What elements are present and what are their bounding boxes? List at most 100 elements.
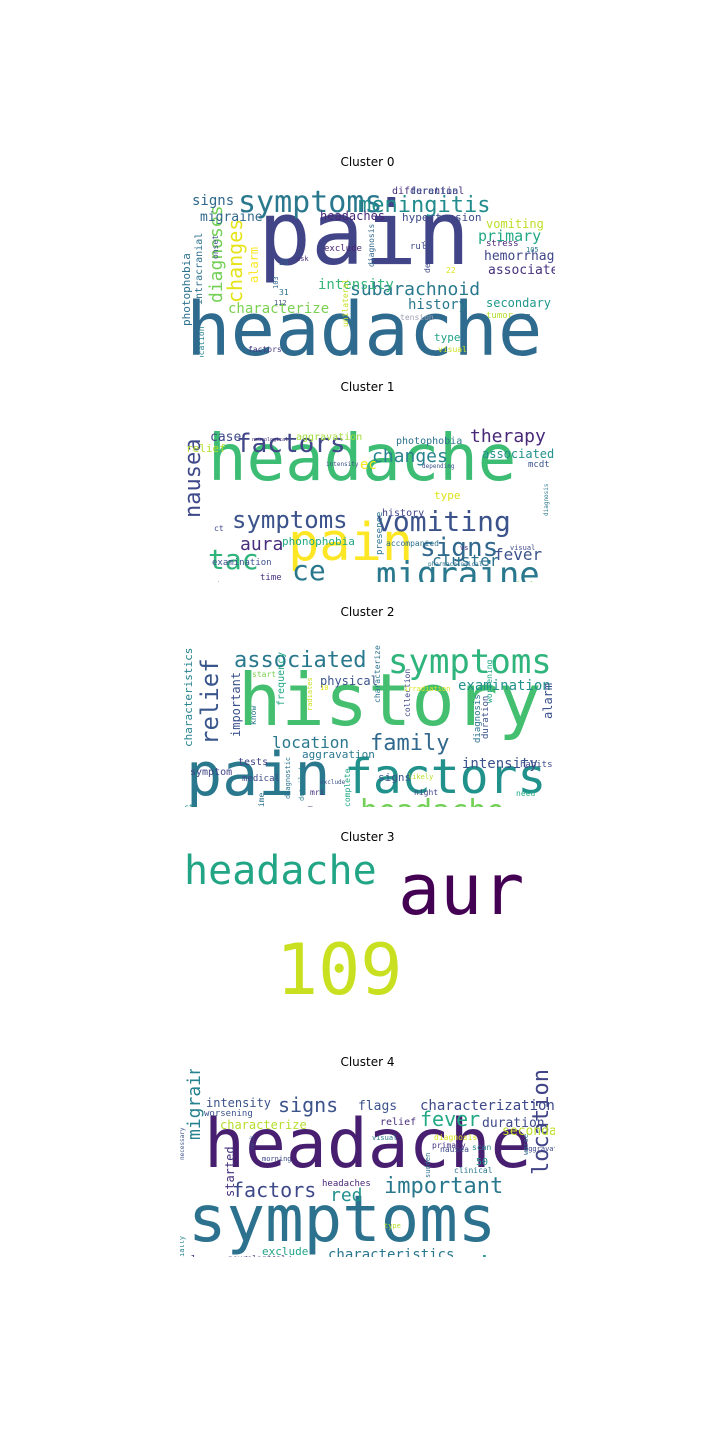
cloud-word: 103 [272, 276, 280, 289]
cloud-word: irradiation [244, 1256, 304, 1257]
cloud-word: vs [460, 544, 468, 552]
cloud-word: primary [432, 1141, 466, 1150]
cloud-word: start [252, 670, 276, 679]
cloud-word: subarachnoid [350, 279, 480, 300]
cloud-word: intracranial [194, 233, 205, 305]
cloud-word: 105 [526, 246, 539, 254]
cloud-word: exclude [262, 1245, 308, 1257]
cloud-word: stress [486, 239, 519, 249]
cloud-word: intensity [206, 1096, 271, 1110]
cloud-word: accompanied [386, 539, 439, 548]
cloud-word: diagnosis [473, 694, 483, 743]
cloud-word: detailed [298, 767, 306, 801]
cloud-word: pain [186, 740, 331, 807]
cloud-word: migraine [200, 210, 263, 225]
cloud-word: exclude [324, 244, 362, 254]
cloud-word: exclude [320, 779, 346, 786]
cloud-word: complete [343, 768, 352, 807]
cloud-word: tac [208, 543, 259, 576]
cloud-word: vomiting [486, 217, 544, 231]
cloud-word: examination [212, 558, 272, 568]
cloud-word: vomiting [376, 505, 511, 538]
cloud-word: family [370, 731, 449, 756]
cloud-word: history [238, 658, 541, 742]
cloud-word: red [330, 1185, 363, 1206]
cloud-word: headache [208, 422, 516, 496]
cloud-word: scan [472, 1143, 491, 1152]
cloud-word: factors [232, 1178, 316, 1202]
cloud-word: rule [410, 242, 432, 252]
cloud-word: morning [262, 1155, 292, 1163]
cloud-word: meningitis [358, 193, 490, 218]
cloud-word: diagnosis [543, 483, 550, 516]
cloud-word: location [197, 326, 206, 357]
cloud-word: signs [378, 771, 411, 784]
cloud-word: radiates [306, 677, 314, 711]
cloud-word: characterize [220, 1118, 307, 1132]
cloud-word: characterization [420, 1098, 555, 1114]
cloud-word: vision [508, 579, 548, 582]
cloud-word: symptoms [388, 642, 552, 682]
cloud-word: type [434, 489, 461, 502]
cloud-word: worsening [204, 1109, 253, 1119]
cloud-word: worse [522, 1134, 530, 1155]
cloud-word: habits [520, 760, 553, 770]
cloud-word: case [210, 430, 241, 445]
cloud-word: headache [360, 794, 505, 807]
cloud-word: pharmacological [428, 561, 483, 568]
cloud-word: time [260, 573, 282, 582]
cloud-word: started [223, 1146, 237, 1197]
cloud-word: changes [223, 219, 247, 303]
cloud-word: visual [372, 1134, 397, 1142]
cloud-word: know [249, 706, 258, 725]
cloud-word: symptoms [238, 185, 383, 220]
cloud-word: worsening [485, 659, 494, 703]
cloud-word: factors [344, 749, 546, 805]
wordcloud-panel-4: Cluster 4 headachesymptomspain important l… [180, 1055, 555, 1257]
cloud-word: duration [481, 696, 491, 739]
cloud-word: fever [494, 545, 543, 564]
cloud-word: clinical [454, 1166, 493, 1175]
cloud-word: primary [478, 227, 541, 245]
cloud-word: signs [278, 1093, 338, 1117]
cloud-word: changes [372, 446, 448, 467]
cloud-word: secondary [486, 296, 551, 310]
cloud-word: time [257, 793, 266, 807]
cloud-word: important [229, 672, 243, 737]
cloud-word: accompanying [184, 581, 228, 582]
cloud-word: intensity [318, 277, 394, 293]
cloud-word: tumor [486, 311, 514, 321]
wordcloud-panel-0: Cluster 0 pain headache symptoms meningitis… [180, 155, 555, 357]
cluster-title: Cluster 2 [340, 605, 395, 619]
cloud-word: signs [192, 193, 234, 209]
cloud-word: secondary [502, 1124, 555, 1139]
cloud-word: nausea [181, 439, 206, 518]
cloud-word: hypertension [402, 211, 481, 224]
cloud-word: history [408, 297, 467, 313]
cloud-word: alarm [247, 247, 261, 283]
cloud-word: relief [380, 1117, 416, 1128]
cloud-word: important [384, 1174, 503, 1199]
cloud-word: characterize [373, 645, 382, 703]
cloud-word: visual [438, 345, 467, 354]
cloud-word: visual [510, 544, 535, 552]
cloud-word: intensity [326, 461, 359, 468]
cloud-word: tests [238, 757, 268, 768]
cloud-word: headaches [320, 209, 385, 223]
cloud-word: migraine [376, 555, 540, 582]
cloud-word: characterize [228, 301, 329, 317]
cloud-word: relief [196, 658, 224, 745]
cloud-word: 10 [320, 684, 328, 692]
cloud-word: 22 [446, 266, 456, 275]
cloud-word: pain [288, 513, 413, 573]
cloud-word: aggravation [524, 1145, 555, 1153]
cloud-word: ct [214, 524, 224, 533]
cloud-word: characteristics [182, 648, 195, 747]
cloud-word: perform [184, 579, 268, 582]
cloud-word: medical [242, 774, 280, 784]
cloud-word: alarm [541, 683, 555, 719]
cloud-word: collection [403, 669, 412, 717]
cloud-word: characteristics [328, 1247, 454, 1257]
